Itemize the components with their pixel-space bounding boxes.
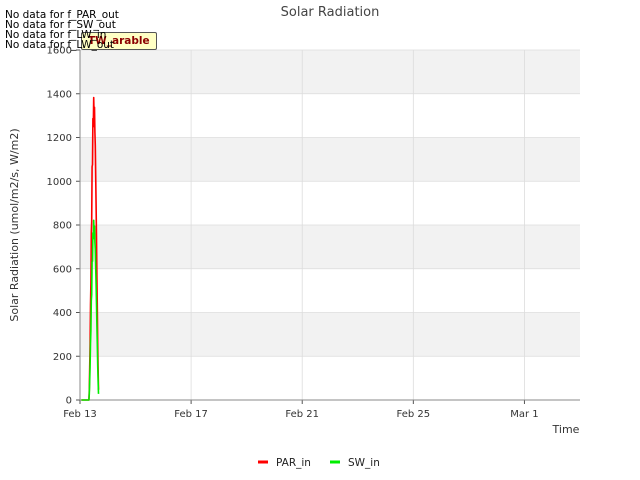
series-line-SW_in — [81, 219, 100, 401]
x-tick-label: Feb 17 — [174, 409, 208, 420]
y-band — [80, 312, 580, 357]
y-tick-label: 1400 — [47, 89, 72, 100]
no-data-sw-out: No data for f_SW_out — [5, 19, 116, 31]
legend-label-SW_in: SW_in — [348, 457, 380, 469]
site-badge: TW_arable — [81, 32, 157, 50]
x-axis-label: Time — [552, 423, 580, 436]
y-band — [80, 50, 580, 94]
y-tick-label: 0 — [66, 396, 72, 407]
y-axis-label: Solar Radiation (umol/m2/s, W/m2) — [8, 128, 21, 321]
x-tick-label: Feb 25 — [397, 409, 431, 420]
y-band — [80, 137, 580, 182]
y-tick-label: 800 — [53, 221, 72, 232]
legend-label-PAR_in: PAR_in — [276, 457, 311, 469]
x-tick-label: Feb 21 — [285, 409, 319, 420]
x-tick-label: Mar 1 — [510, 409, 538, 420]
no-data-par-out: No data for f_PAR_out — [5, 9, 119, 21]
no-data-lw-out: No data for f_LW_out — [5, 39, 115, 51]
y-tick-label: 1200 — [47, 133, 72, 144]
no-data-lw-in: No data for f_LW_in — [5, 29, 107, 41]
chart-title: Solar Radiation — [281, 5, 380, 20]
x-tick-label: Feb 13 — [63, 409, 97, 420]
y-tick-label: 400 — [53, 308, 72, 319]
y-band — [80, 225, 580, 269]
y-tick-label: 200 — [53, 352, 72, 363]
y-tick-label: 1600 — [47, 46, 72, 57]
y-tick-label: 1000 — [47, 177, 72, 188]
y-tick-label: 600 — [53, 264, 72, 275]
